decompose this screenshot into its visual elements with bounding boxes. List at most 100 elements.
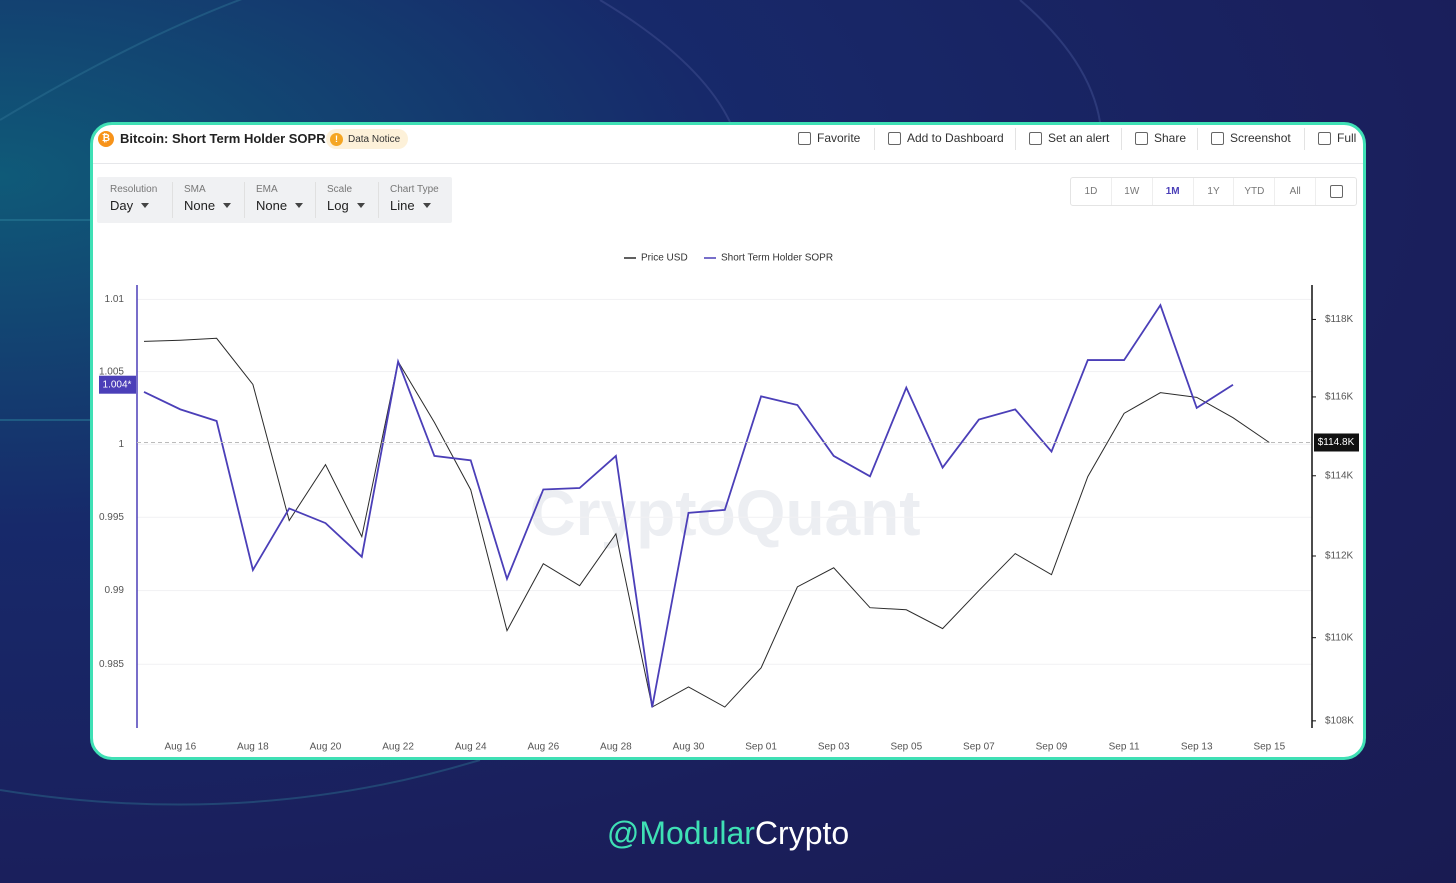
notice-icon: ! [330,132,343,146]
x-tick-label: Sep 07 [963,742,995,753]
handle-b: Crypto [754,815,850,851]
range-option[interactable]: YTD [1234,178,1276,205]
y-tick-label: 1 [118,439,124,450]
x-tick-label: Sep 05 [890,742,922,753]
action-button[interactable]: Add to Dashboard [888,131,1004,145]
separator [244,182,245,218]
action-label: Favorite [817,131,861,145]
notice-text: Data Notice [348,133,401,145]
control-label: Chart Type [390,184,439,195]
action-button[interactable]: Share [1135,131,1186,145]
range-option[interactable]: 1M [1153,178,1194,205]
x-tick-label: Sep 03 [818,742,850,753]
x-tick-label: Aug 18 [237,742,269,753]
separator [1197,128,1198,150]
watermark: CryptoQuant [529,477,920,549]
control-value: None [256,198,303,213]
action-label: Add to Dashboard [907,131,1004,145]
x-tick-label: Sep 09 [1036,742,1068,753]
series-line [143,303,1234,708]
x-tick-label: Sep 15 [1253,742,1285,753]
icon [798,131,811,145]
range-option[interactable]: 1Y [1194,178,1235,205]
range-option[interactable]: 1W [1112,178,1153,205]
separator [315,182,316,218]
range-option[interactable]: All [1275,178,1317,205]
card [90,122,1366,760]
x-tick-label: Sep 01 [745,742,777,753]
x-tick-label: Aug 16 [164,742,196,753]
action-button[interactable]: Screenshot [1211,131,1291,145]
control-value: Line [390,198,439,213]
action-label: Set an alert [1048,131,1110,145]
separator [378,182,379,218]
control-value: Day [110,198,157,213]
x-tick-label: Aug 20 [310,742,342,753]
separator [1015,128,1016,150]
icon [1135,131,1148,145]
x-tick-label: Aug 30 [673,742,705,753]
control[interactable]: Scale Log [327,184,365,213]
control-value: None [184,198,231,213]
range-option[interactable]: 1D [1071,178,1112,205]
calendar-button[interactable] [1316,178,1356,205]
icon [1329,185,1343,198]
y-tick-label: 0.995 [99,512,124,523]
series-line [143,337,1270,708]
legend-label: Price USD [641,253,688,264]
x-tick-label: Aug 24 [455,742,487,753]
y-tick-label: 1.01 [105,294,125,305]
control-label: Resolution [110,184,158,195]
separator [1121,128,1122,150]
controls: Resolution Day SMA None EMA None Scale Log Chart… [97,177,452,223]
control[interactable]: EMA None [256,184,303,213]
y2-tick-label: $114K [1325,470,1354,481]
current-label-box [1314,433,1359,452]
footer: @ModularCrypto [0,815,1456,852]
x-tick-label: Sep 13 [1181,742,1213,753]
current-label-box [99,375,136,394]
x-tick-label: Aug 26 [527,742,559,753]
y-tick-label: 1.005 [99,366,124,377]
control-label: Scale [327,184,353,195]
action-label: Screenshot [1230,131,1291,145]
title: Bitcoin: Short Term Holder SOPR [120,131,326,146]
coin-icon: ₿ [98,131,114,147]
control[interactable]: Resolution Day [110,184,157,213]
x-tick-label: Sep 11 [1109,742,1140,753]
action-label: Share [1154,131,1187,145]
data-notice[interactable]: ! Data Notice [326,129,409,149]
separator [1304,128,1305,150]
y2-tick-label: $112K [1325,551,1354,562]
legend-label: Short Term Holder SOPR [721,253,833,264]
range-selector: 1D 1W 1M 1Y YTD All [1070,177,1357,206]
x-tick-label: Aug 22 [382,742,414,753]
control[interactable]: Chart Type Line [390,184,439,213]
icon [1029,131,1042,145]
control-value: Log [327,198,365,213]
separator [172,182,173,218]
y-tick-label: 0.99 [105,585,125,596]
y2-tick-label: $116K [1325,392,1354,403]
y2-tick-label: $108K [1325,715,1354,726]
handle-a: @Modular [606,815,755,851]
icon [1318,131,1331,145]
x-tick-label: Aug 28 [600,742,632,753]
current-label: $114.8K [1318,437,1355,448]
separator [874,128,875,150]
action-button[interactable]: Set an alert [1029,131,1109,145]
y2-tick-label: $110K [1325,632,1354,643]
action-button[interactable]: Full [1318,131,1356,145]
divider [93,163,1363,164]
control-label: SMA [184,184,206,195]
control[interactable]: SMA None [184,184,231,213]
current-label: 1.004* [103,379,132,390]
action-button[interactable]: Favorite [798,131,860,145]
y2-tick-label: $118K [1325,314,1354,325]
icon [888,131,901,145]
y-tick-label: 0.985 [99,659,124,670]
action-label: Full [1337,131,1357,145]
